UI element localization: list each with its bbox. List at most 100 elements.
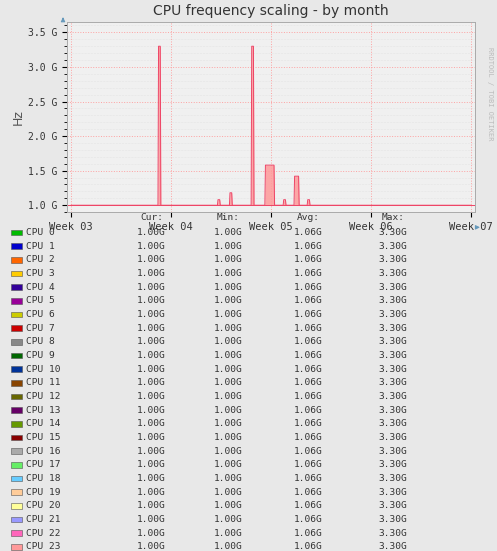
Text: 1.00G: 1.00G [137, 528, 166, 538]
Text: 1.00G: 1.00G [214, 528, 243, 538]
Text: 1.06G: 1.06G [294, 447, 323, 456]
Text: 1.06G: 1.06G [294, 515, 323, 524]
Text: 3.30G: 3.30G [378, 542, 407, 551]
Text: 3.30G: 3.30G [378, 474, 407, 483]
Text: 3.30G: 3.30G [378, 242, 407, 251]
Text: 1.00G: 1.00G [214, 255, 243, 264]
Text: 3.30G: 3.30G [378, 228, 407, 237]
Text: 1.00G: 1.00G [214, 460, 243, 469]
Text: 3.30G: 3.30G [378, 379, 407, 387]
Text: 3.30G: 3.30G [378, 351, 407, 360]
Text: 1.00G: 1.00G [214, 296, 243, 305]
Text: 3.30G: 3.30G [378, 433, 407, 442]
Text: 1.00G: 1.00G [137, 255, 166, 264]
Text: 1.00G: 1.00G [214, 310, 243, 319]
Text: CPU 0: CPU 0 [26, 228, 55, 237]
Text: CPU 1: CPU 1 [26, 242, 55, 251]
Text: 1.06G: 1.06G [294, 310, 323, 319]
Text: CPU 15: CPU 15 [26, 433, 60, 442]
Text: 3.30G: 3.30G [378, 255, 407, 264]
Text: 1.06G: 1.06G [294, 460, 323, 469]
Text: 1.00G: 1.00G [137, 323, 166, 333]
Text: 1.00G: 1.00G [137, 228, 166, 237]
Text: 1.00G: 1.00G [214, 283, 243, 291]
Text: 3.30G: 3.30G [378, 406, 407, 415]
Text: 1.06G: 1.06G [294, 242, 323, 251]
Y-axis label: Hz: Hz [12, 109, 25, 125]
Text: CPU 17: CPU 17 [26, 460, 60, 469]
Text: 3.30G: 3.30G [378, 528, 407, 538]
Text: 1.00G: 1.00G [214, 323, 243, 333]
Text: 1.00G: 1.00G [137, 460, 166, 469]
Text: CPU 13: CPU 13 [26, 406, 60, 415]
Text: 3.30G: 3.30G [378, 310, 407, 319]
Text: 1.00G: 1.00G [214, 447, 243, 456]
Text: 1.06G: 1.06G [294, 392, 323, 401]
Text: Min:: Min: [217, 213, 240, 223]
Text: 1.00G: 1.00G [137, 515, 166, 524]
Text: 1.00G: 1.00G [214, 269, 243, 278]
Text: 3.30G: 3.30G [378, 447, 407, 456]
Text: 1.00G: 1.00G [137, 406, 166, 415]
Text: 3.30G: 3.30G [378, 269, 407, 278]
Text: 1.00G: 1.00G [137, 296, 166, 305]
Text: CPU 18: CPU 18 [26, 474, 60, 483]
Text: 1.00G: 1.00G [214, 501, 243, 510]
Text: 1.00G: 1.00G [137, 310, 166, 319]
Text: 3.30G: 3.30G [378, 392, 407, 401]
Text: 1.00G: 1.00G [137, 365, 166, 374]
Text: 1.06G: 1.06G [294, 542, 323, 551]
Text: CPU 10: CPU 10 [26, 365, 60, 374]
Text: 1.00G: 1.00G [214, 351, 243, 360]
Text: 3.30G: 3.30G [378, 515, 407, 524]
Text: 1.00G: 1.00G [214, 419, 243, 428]
Text: CPU 22: CPU 22 [26, 528, 60, 538]
Text: 1.00G: 1.00G [137, 283, 166, 291]
Text: 1.00G: 1.00G [137, 419, 166, 428]
Text: 3.30G: 3.30G [378, 337, 407, 347]
Text: 1.00G: 1.00G [214, 365, 243, 374]
Text: CPU 6: CPU 6 [26, 310, 55, 319]
Text: 1.00G: 1.00G [137, 433, 166, 442]
Text: 1.00G: 1.00G [137, 379, 166, 387]
Text: 1.06G: 1.06G [294, 365, 323, 374]
Text: 1.00G: 1.00G [137, 488, 166, 496]
Text: 1.06G: 1.06G [294, 351, 323, 360]
Text: 1.00G: 1.00G [137, 474, 166, 483]
Text: 1.00G: 1.00G [137, 242, 166, 251]
Text: 1.00G: 1.00G [214, 515, 243, 524]
Text: 1.06G: 1.06G [294, 269, 323, 278]
Text: CPU 23: CPU 23 [26, 542, 60, 551]
Text: 3.30G: 3.30G [378, 419, 407, 428]
Text: 3.30G: 3.30G [378, 283, 407, 291]
Text: 1.00G: 1.00G [214, 379, 243, 387]
Text: Avg:: Avg: [297, 213, 320, 223]
Text: CPU 20: CPU 20 [26, 501, 60, 510]
Text: RRDTOOL / TOBI OETIKER: RRDTOOL / TOBI OETIKER [487, 47, 493, 141]
Text: 1.06G: 1.06G [294, 323, 323, 333]
Text: CPU 21: CPU 21 [26, 515, 60, 524]
Text: 3.30G: 3.30G [378, 488, 407, 496]
Text: 3.30G: 3.30G [378, 323, 407, 333]
Text: 1.06G: 1.06G [294, 501, 323, 510]
Text: 1.00G: 1.00G [214, 474, 243, 483]
Text: 1.06G: 1.06G [294, 255, 323, 264]
Title: CPU frequency scaling - by month: CPU frequency scaling - by month [153, 4, 389, 18]
Text: CPU 11: CPU 11 [26, 379, 60, 387]
Text: 1.00G: 1.00G [214, 488, 243, 496]
Text: 1.06G: 1.06G [294, 528, 323, 538]
Text: 1.06G: 1.06G [294, 406, 323, 415]
Text: 1.06G: 1.06G [294, 433, 323, 442]
Text: CPU 2: CPU 2 [26, 255, 55, 264]
Text: 1.00G: 1.00G [214, 392, 243, 401]
Text: 1.00G: 1.00G [214, 406, 243, 415]
Text: 1.00G: 1.00G [214, 433, 243, 442]
Text: CPU 14: CPU 14 [26, 419, 60, 428]
Text: 1.06G: 1.06G [294, 379, 323, 387]
Text: 1.00G: 1.00G [214, 337, 243, 347]
Text: 1.00G: 1.00G [214, 242, 243, 251]
Text: 1.00G: 1.00G [137, 447, 166, 456]
Text: 1.00G: 1.00G [137, 392, 166, 401]
Text: 1.06G: 1.06G [294, 283, 323, 291]
Text: 1.06G: 1.06G [294, 296, 323, 305]
